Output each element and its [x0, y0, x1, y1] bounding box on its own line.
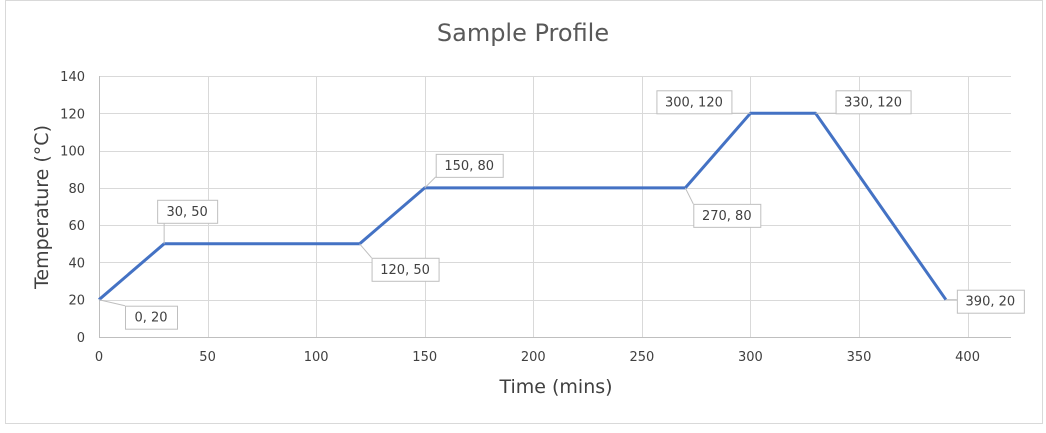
y-tick-label: 20 — [68, 294, 85, 309]
data-label-box — [956, 289, 1025, 314]
x-tick-label: 0 — [95, 350, 103, 365]
data-label: 30, 50 — [157, 199, 219, 244]
data-label-box — [835, 90, 912, 115]
data-label-text: 300, 120 — [665, 95, 723, 110]
data-label: 0, 20 — [98, 299, 178, 330]
data-label-text: 270, 80 — [702, 209, 752, 224]
y-tick-label: 120 — [60, 107, 85, 122]
data-label: 300, 120 — [656, 90, 751, 115]
chart-title: Sample Profile — [437, 19, 609, 47]
series-path — [98, 111, 948, 301]
data-label: 270, 80 — [684, 187, 762, 228]
data-label-text: 330, 120 — [844, 95, 902, 110]
series-line — [98, 111, 948, 301]
data-label-box — [371, 257, 440, 282]
x-tick-label: 400 — [955, 350, 980, 365]
data-label-box — [125, 305, 178, 330]
data-label: 330, 120 — [815, 90, 912, 115]
data-labels: 0, 20 30, 50 120, 50 150, 80 270, 80 300, 120… — [98, 90, 1025, 330]
data-label-leader — [98, 299, 126, 307]
x-tick-label: 100 — [304, 350, 329, 365]
y-tick-label: 0 — [77, 331, 85, 346]
data-label-text: 390, 20 — [966, 295, 1016, 310]
data-label: 120, 50 — [359, 243, 440, 282]
x-tick-label: 350 — [847, 350, 872, 365]
data-label-text: 0, 20 — [134, 311, 167, 326]
data-label-leader — [359, 243, 372, 259]
x-axis-title: Time (mins) — [498, 376, 612, 398]
data-label: 150, 80 — [424, 153, 504, 189]
data-label-box — [435, 153, 504, 178]
y-tick-label: 40 — [68, 256, 85, 271]
data-label-text: 30, 50 — [166, 205, 207, 220]
x-tick-label: 150 — [412, 350, 437, 365]
data-label: 390, 20 — [945, 289, 1025, 314]
x-tick-label: 250 — [629, 350, 654, 365]
data-label-text: 150, 80 — [444, 159, 494, 174]
data-label-leader — [424, 176, 437, 189]
x-tick-label: 300 — [738, 350, 763, 365]
data-label-text: 120, 50 — [380, 263, 430, 278]
data-label-leader — [684, 187, 694, 205]
x-tick-label: 50 — [199, 350, 216, 365]
y-tick-label: 100 — [60, 145, 85, 160]
y-axis-title: Temperature (°C) — [31, 125, 53, 290]
data-label-box — [157, 199, 219, 224]
tick-labels: 0 20 40 60 80 100 120 140 0 50 100 150 200 250 300 350 4… — [60, 70, 980, 365]
y-tick-label: 140 — [60, 70, 85, 85]
y-tick-label: 60 — [68, 219, 85, 234]
x-tick-label: 200 — [521, 350, 546, 365]
data-label-box — [656, 90, 733, 115]
data-label-box — [693, 203, 762, 228]
y-tick-label: 80 — [68, 182, 85, 197]
